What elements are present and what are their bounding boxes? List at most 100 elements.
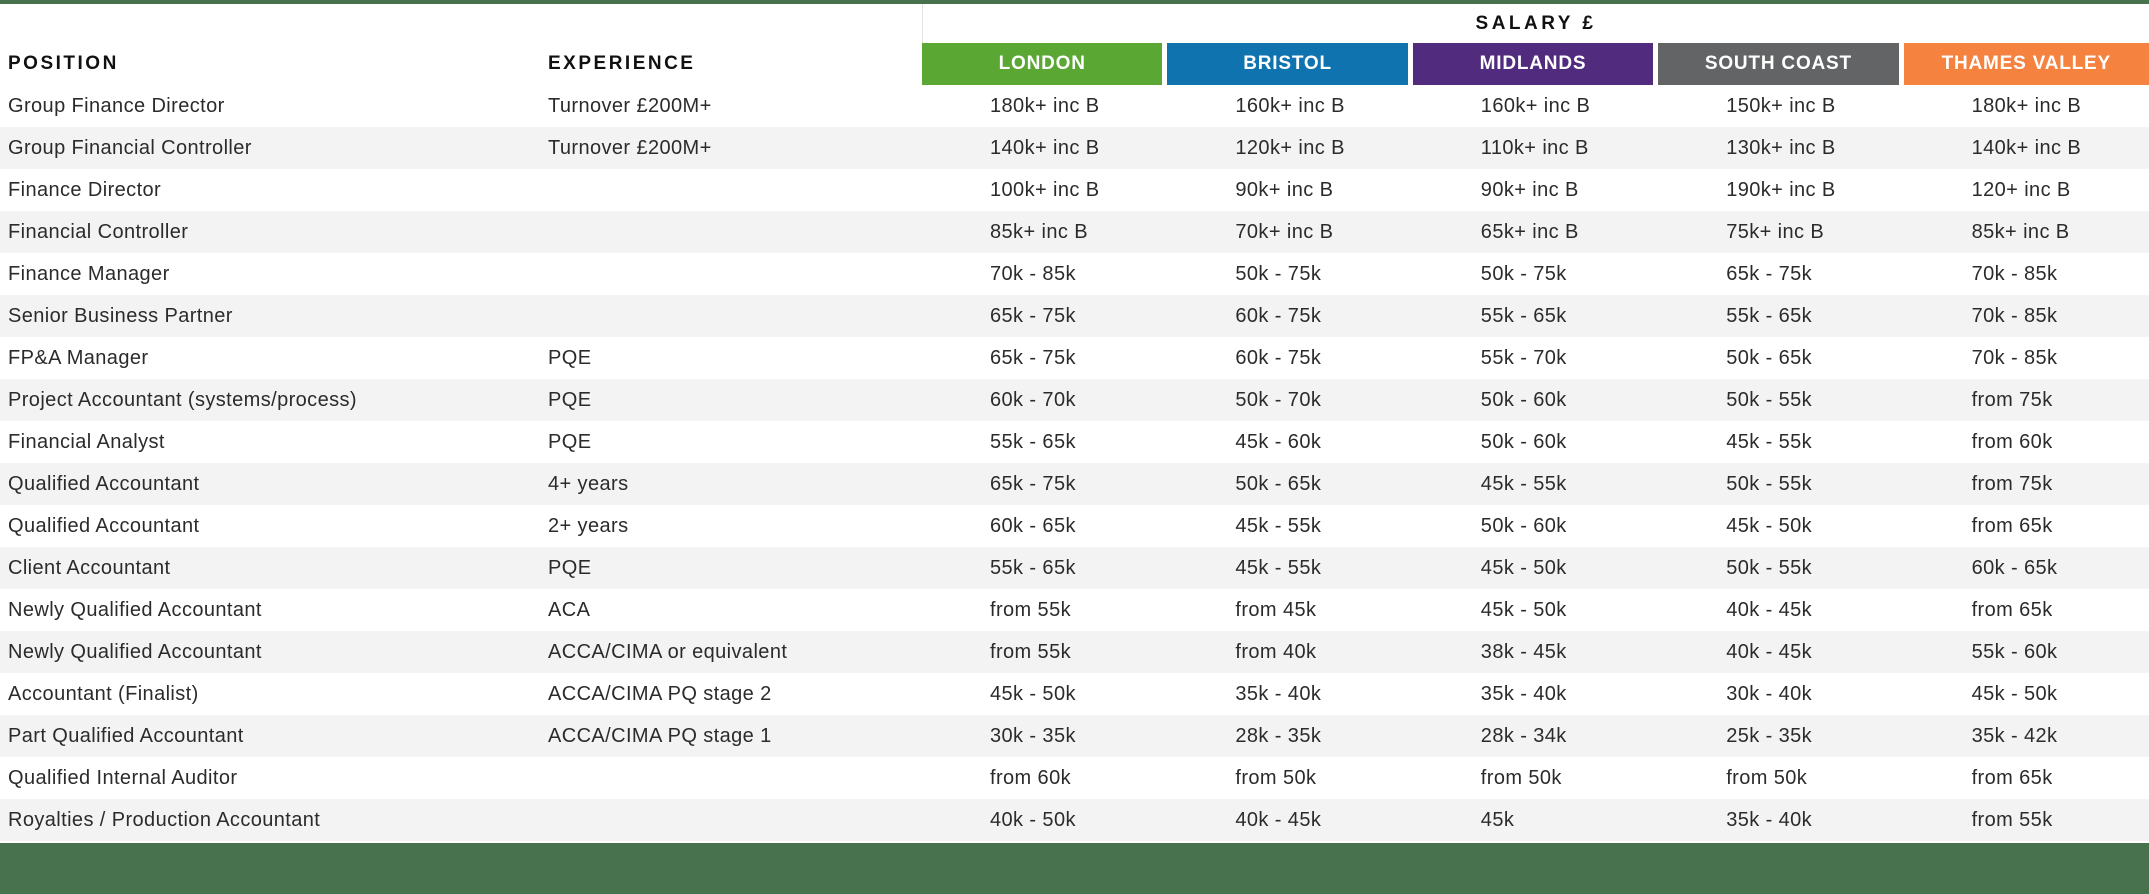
salary-cell: 55k - 65k (990, 430, 1076, 453)
salary-cell: 65k - 75k (990, 346, 1076, 369)
salary-cell: 85k+ inc B (990, 220, 1088, 243)
salary-cell: from 75k (1971, 388, 2053, 411)
salary-cell: 70k+ inc B (1235, 220, 1334, 243)
position-cell: Part Qualified Accountant (8, 724, 244, 747)
salary-cell: 130k+ inc B (1726, 136, 1836, 159)
salary-cell: 70k - 85k (990, 262, 1076, 285)
salary-cell: 45k - 55k (1235, 556, 1322, 579)
region-header-label: SOUTH COAST (1704, 53, 1852, 74)
region-header-band: LONDON BRISTOL MIDLANDS SOUTH COAST THAM… (922, 43, 2149, 85)
salary-cell: 160k+ inc B (1480, 94, 1591, 117)
salary-cell: 40k - 50k (990, 808, 1076, 831)
salary-cell: 140k+ inc B (990, 136, 1100, 159)
salary-cell: 90k+ inc B (1235, 178, 1334, 201)
experience-cell: 2+ years (548, 514, 629, 537)
experience-cell: 4+ years (548, 472, 629, 495)
position-cell: Group Finance Director (8, 94, 225, 117)
salary-cell: 60k - 75k (1235, 346, 1322, 369)
salary-cell: 35k - 40k (1480, 682, 1567, 705)
salary-cell: 70k - 85k (1971, 262, 2058, 285)
salary-cell: 90k+ inc B (1480, 178, 1579, 201)
salary-cell: 70k - 85k (1971, 346, 2058, 369)
salary-cell: 120+ inc B (1971, 178, 2071, 201)
salary-cell: 50k - 60k (1480, 430, 1567, 453)
salary-cell: 50k - 60k (1480, 514, 1567, 537)
table-row: Royalties / Production Accountant 40k - … (0, 799, 2149, 841)
salary-cell: 100k+ inc B (990, 178, 1100, 201)
position-cell: FP&A Manager (8, 346, 149, 369)
top-accent-bar (0, 0, 2149, 4)
salary-cell: 45k - 55k (1480, 472, 1567, 495)
salary-cell: from 50k (1726, 766, 1808, 789)
region-header-bristol: BRISTOL (1167, 43, 1408, 85)
experience-cell: PQE (548, 346, 592, 369)
experience-cell: ACCA/CIMA PQ stage 1 (548, 724, 772, 747)
salary-cell: 180k+ inc B (1971, 94, 2082, 117)
salary-cell: 50k - 75k (1235, 262, 1322, 285)
salary-cell: 65k - 75k (1726, 262, 1813, 285)
salary-cell: 45k - 50k (1480, 556, 1567, 579)
table-header: SALARY £ POSITION EXPERIENCE LONDON BRIS… (0, 4, 2149, 85)
salary-cell: 75k+ inc B (1726, 220, 1825, 243)
salary-cell: from 55k (1971, 808, 2053, 831)
salary-cell: 65k - 75k (990, 304, 1076, 327)
experience-cell: PQE (548, 556, 592, 579)
table-row: Financial Analyst PQE 55k - 65k 45k - 60k… (0, 421, 2149, 463)
salary-cell: 35k - 42k (1971, 724, 2058, 747)
salary-cell: from 65k (1971, 598, 2053, 621)
salary-cell: 45k (1480, 808, 1515, 831)
position-cell: Project Accountant (systems/process) (8, 388, 357, 411)
experience-cell: ACCA/CIMA or equivalent (548, 640, 788, 663)
salary-cell: 55k - 70k (1480, 346, 1567, 369)
region-header-south-coast: SOUTH COAST (1658, 43, 1899, 85)
region-header-thames-valley: THAMES VALLEY (1903, 43, 2149, 85)
region-header-label: LONDON (998, 53, 1086, 74)
footer-accent-bar (0, 843, 2149, 894)
salary-cell: 65k - 75k (990, 472, 1076, 495)
salary-cell: 55k - 65k (990, 556, 1076, 579)
table-row: Part Qualified Accountant ACCA/CIMA PQ s… (0, 715, 2149, 757)
salary-cell: 40k - 45k (1235, 808, 1322, 831)
salary-cell: 70k - 85k (1971, 304, 2058, 327)
table-row: Project Accountant (systems/process) PQE… (0, 379, 2149, 421)
salary-cell: 50k - 75k (1480, 262, 1567, 285)
salary-cell: 35k - 40k (1726, 808, 1813, 831)
salary-cell: 40k - 45k (1726, 640, 1813, 663)
salary-cell: 30k - 40k (1726, 682, 1813, 705)
region-header-label: BRISTOL (1243, 53, 1332, 74)
table-row: Finance Director 100k+ inc B 90k+ inc B 90… (0, 169, 2149, 211)
salary-cell: 38k - 45k (1480, 640, 1567, 663)
salary-cell: 45k - 55k (1726, 430, 1813, 453)
salary-cell: 50k - 55k (1726, 556, 1813, 579)
position-cell: Accountant (Finalist) (8, 682, 199, 705)
salary-cell: 55k - 60k (1971, 640, 2058, 663)
salary-cell: 55k - 65k (1726, 304, 1813, 327)
position-cell: Finance Director (8, 178, 162, 201)
experience-cell: ACCA/CIMA PQ stage 2 (548, 682, 772, 705)
salary-cell: from 65k (1971, 514, 2053, 537)
position-cell: Financial Controller (8, 220, 189, 243)
salary-cell: 180k+ inc B (990, 94, 1100, 117)
salary-cell: 50k - 65k (1726, 346, 1813, 369)
experience-cell: Turnover £200M+ (548, 94, 712, 117)
position-cell: Royalties / Production Accountant (8, 808, 321, 831)
salary-cell: 60k - 65k (990, 514, 1076, 537)
salary-cell: 140k+ inc B (1971, 136, 2082, 159)
salary-cell: from 50k (1480, 766, 1562, 789)
salary-cell: 28k - 34k (1480, 724, 1567, 747)
salary-cell: from 75k (1971, 472, 2053, 495)
position-cell: Group Financial Controller (8, 136, 252, 159)
salary-cell: from 65k (1971, 766, 2053, 789)
position-cell: Newly Qualified Accountant (8, 598, 262, 621)
table-row: Senior Business Partner 65k - 75k 60k - 7… (0, 295, 2149, 337)
salary-cell: 55k - 65k (1480, 304, 1567, 327)
table-row: Finance Manager 70k - 85k 50k - 75k 50k - … (0, 253, 2149, 295)
table-row: Newly Qualified Accountant ACCA/CIMA or … (0, 631, 2149, 673)
experience-column-header: EXPERIENCE (548, 53, 696, 74)
salary-cell: 45k - 50k (1971, 682, 2058, 705)
table-row: Group Financial Controller Turnover £200… (0, 127, 2149, 169)
experience-cell: ACA (548, 598, 591, 621)
salary-cell: 160k+ inc B (1235, 94, 1345, 117)
salary-cell: 50k - 70k (1235, 388, 1322, 411)
